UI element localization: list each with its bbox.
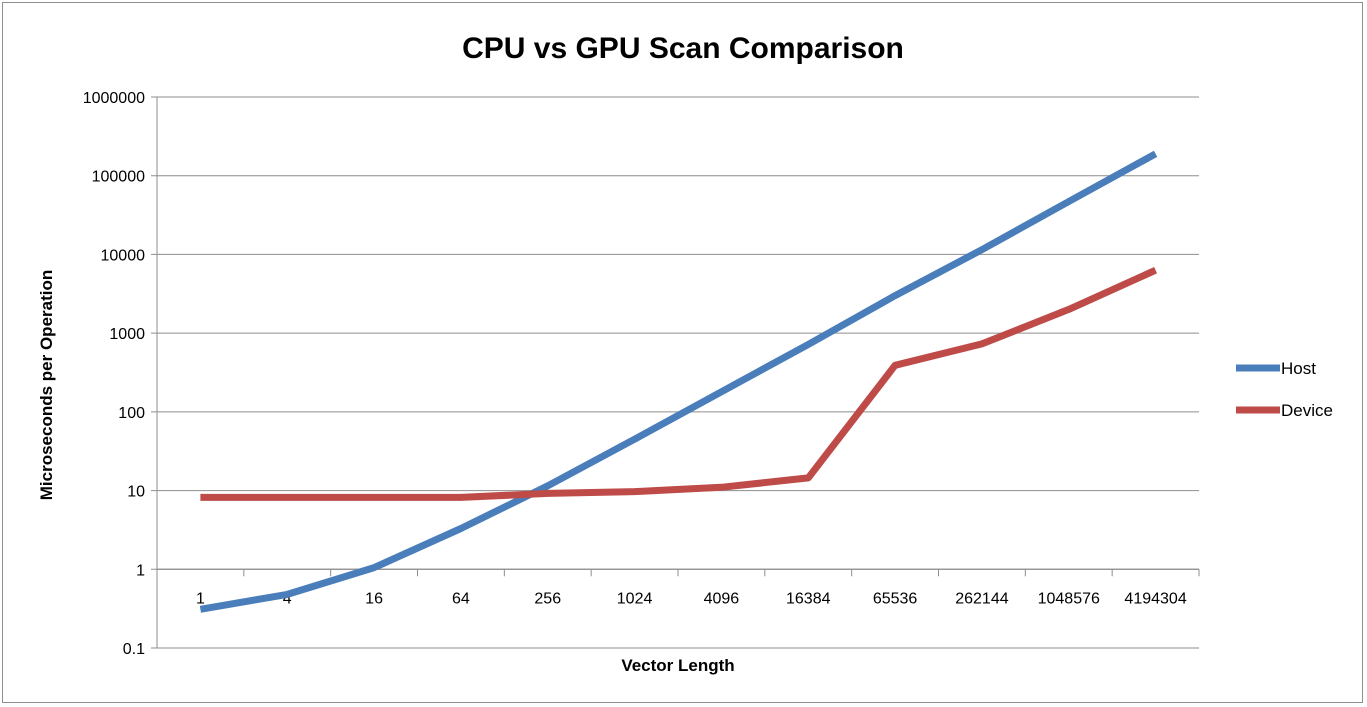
x-tick-label: 1024: [617, 590, 653, 607]
chart-title: CPU vs GPU Scan Comparison: [462, 32, 904, 65]
x-tick-label: 4: [283, 590, 292, 607]
x-axis-title: Vector Length: [621, 656, 734, 675]
x-tick-label: 16: [365, 590, 383, 607]
x-tick-label: 16384: [786, 590, 831, 607]
x-tick-label: 1048576: [1038, 590, 1100, 607]
x-tick-label: 65536: [873, 590, 918, 607]
legend-label-device: Device: [1281, 401, 1333, 420]
x-tick-label: 262144: [955, 590, 1008, 607]
y-tick-label: 100: [118, 405, 145, 422]
y-tick-label: 100000: [92, 169, 145, 186]
y-axis-ticks: 0.1 1 10 100 1000 10000 100000 1000000: [83, 90, 145, 658]
x-tick-label: 4194304: [1124, 590, 1186, 607]
x-axis: 1 4 16 64 256 1024 4096 16384 65536 262144 1048576…: [156, 568, 1200, 607]
y-axis-title: Microseconds per Operation: [37, 270, 56, 501]
x-tick-label: 256: [534, 590, 561, 607]
y-tick-label: 0.1: [123, 641, 145, 658]
series-lines: [199, 150, 1158, 613]
y-tick-label: 1000000: [83, 90, 145, 107]
x-tick-label: 1: [196, 590, 205, 607]
y-tick-label: 10: [127, 484, 145, 501]
x-tick-label: 4096: [704, 590, 740, 607]
y-tick-label: 1: [136, 562, 145, 579]
y-tick-label: 10000: [101, 247, 146, 264]
legend-label-host: Host: [1281, 359, 1316, 378]
x-tick-label: 64: [452, 590, 470, 607]
y-tick-label: 1000: [109, 326, 145, 343]
legend: Host Device: [1236, 359, 1333, 420]
series-line-device: [200, 267, 1158, 501]
gridlines: [151, 96, 1199, 649]
series-line-host: [199, 150, 1158, 613]
